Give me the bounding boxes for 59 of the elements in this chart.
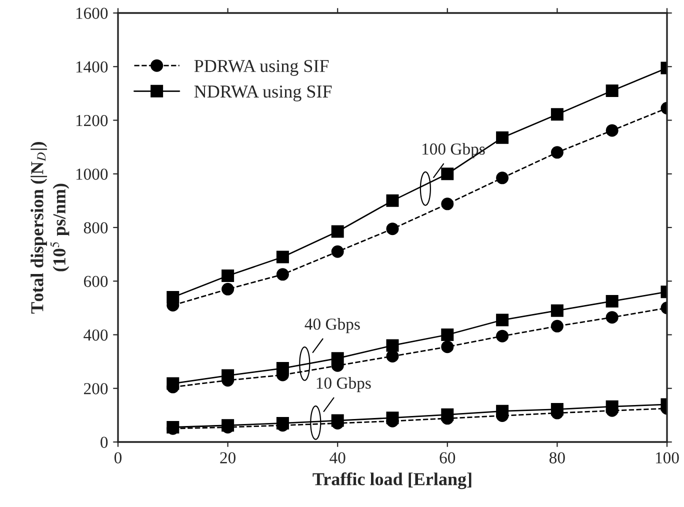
point xyxy=(222,369,234,382)
point xyxy=(496,314,509,326)
y-tick-label: 600 xyxy=(84,276,108,288)
legend-label: PDRWA using SIF xyxy=(194,60,329,76)
y-tick-label: 800 xyxy=(84,222,108,234)
point xyxy=(166,290,180,304)
x-axis-title: Traffic load [Erlang] xyxy=(312,472,472,490)
point xyxy=(441,328,454,341)
y-tick-label: 200 xyxy=(84,383,108,394)
legend-label: NDRWA using SIF xyxy=(194,86,332,102)
point xyxy=(441,340,454,354)
annotation: 10 Gbps xyxy=(316,377,371,392)
point xyxy=(550,403,564,416)
point xyxy=(550,320,564,332)
point xyxy=(331,352,344,365)
point xyxy=(550,108,564,121)
annotation: 40 Gbps xyxy=(304,318,360,334)
y-tick-label: 1400 xyxy=(76,61,108,73)
y-tick-label: 0 xyxy=(100,436,108,448)
point xyxy=(496,404,509,418)
point xyxy=(331,225,344,238)
point xyxy=(606,124,618,137)
point xyxy=(222,270,234,282)
point xyxy=(496,172,509,184)
point xyxy=(496,330,509,342)
point xyxy=(166,377,180,390)
point xyxy=(441,408,454,421)
point xyxy=(386,412,399,424)
point xyxy=(276,268,289,281)
point xyxy=(331,414,344,427)
point xyxy=(276,362,289,375)
text: Total dispersion (|N$_{D}$|) (10$^{5}$ ps/nm) xyxy=(30,142,70,314)
x-tick-label: 100 xyxy=(656,452,679,464)
y-tick-label: 1600 xyxy=(76,8,108,19)
point xyxy=(276,416,289,430)
point xyxy=(496,131,509,144)
x-tick-label: 60 xyxy=(440,452,456,464)
y-tick-label: 1200 xyxy=(76,114,108,126)
point xyxy=(441,198,454,210)
point xyxy=(331,245,344,258)
point xyxy=(606,400,618,413)
point xyxy=(606,311,618,324)
annotation: 100 Gbps xyxy=(422,142,485,158)
x-tick-label: 40 xyxy=(330,452,346,464)
point xyxy=(606,84,618,98)
y-tick-label: 400 xyxy=(84,329,108,341)
point xyxy=(276,250,289,264)
x-tick-label: 0 xyxy=(114,452,122,464)
point xyxy=(550,146,564,159)
point xyxy=(606,294,618,308)
x-tick-label: 20 xyxy=(220,452,236,464)
y-tick-label: 1000 xyxy=(76,168,108,180)
x-tick-label: 80 xyxy=(550,452,565,464)
point xyxy=(222,282,234,296)
point xyxy=(441,168,454,180)
point xyxy=(386,222,399,236)
point xyxy=(386,194,399,207)
point xyxy=(550,304,564,317)
point xyxy=(386,339,399,352)
